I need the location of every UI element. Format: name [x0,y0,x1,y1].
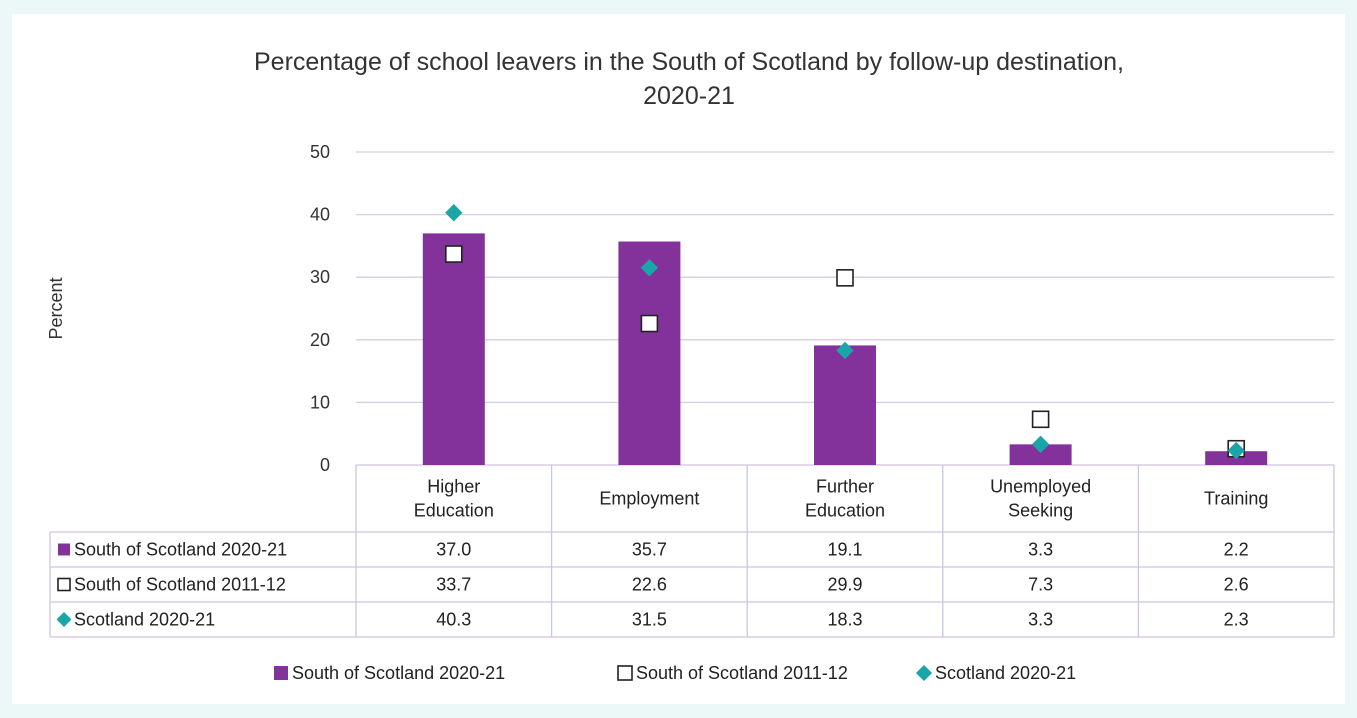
bar [422,233,485,465]
data-label: 2.3 [1224,610,1249,630]
legend-label: South of Scotland 2020-21 [292,663,505,683]
data-point [640,314,659,333]
data-point [836,269,854,287]
data-point [1031,435,1050,454]
data-label: 3.3 [1028,540,1053,560]
data-label: 18.3 [827,610,862,630]
data-label: 22.6 [632,575,667,595]
x-tick-label: Seeking [1008,501,1073,521]
chart-title-line: 2020-21 [643,82,735,110]
legend-label: South of Scotland 2011-12 [636,663,848,683]
legend-key [915,664,933,682]
bar [814,345,876,465]
data-label: 35.7 [632,540,667,560]
x-tick-label: Employment [599,489,699,509]
chart-title: Percentage of school leavers in the Sout… [254,48,1124,110]
table-row-header: South of Scotland 2020-21 [74,540,287,560]
y-tick-label: 40 [310,205,330,225]
data-point [836,341,854,360]
y-tick-label: 0 [320,455,330,475]
data-label: 19.1 [827,540,862,560]
y-tick-label: 50 [310,142,330,162]
x-tick-label: Education [805,501,885,521]
data-label: 7.3 [1028,575,1053,595]
bar [618,241,681,465]
x-tick-label: Education [414,501,494,521]
table-legend-key [58,543,70,556]
chart-title-line: Percentage of school leavers in the Sout… [254,48,1124,76]
y-tick-label: 30 [310,267,330,287]
data-point [445,204,463,222]
x-tick-label: Higher [427,477,480,497]
data-label: 29.9 [827,575,862,595]
table-row-header: Scotland 2020-21 [74,610,215,630]
data-table: Higher Education Employment Further Educatio… [49,464,1335,638]
bar-series [422,233,1268,465]
y-axis-title: Percent [46,277,66,339]
table-legend-key [57,577,71,592]
data-point [1031,410,1050,429]
chart: Percentage of school leavers in the Sout… [46,48,1335,683]
y-tick-label: 10 [310,392,330,412]
y-axis-label: Percent [46,277,66,339]
legend: South of Scotland 2020-21 South of Scotla… [274,663,1076,683]
x-tick-label: Training [1204,489,1268,509]
data-label: 2.2 [1224,540,1249,560]
y-tick-label: 20 [310,330,330,350]
legend-label: Scotland 2020-21 [935,663,1076,683]
x-tick-label: Further [816,477,874,497]
marker-series [444,204,1245,460]
data-point [640,259,659,277]
table-legend-key [56,612,72,627]
data-label: 33.7 [436,575,471,595]
legend-key [617,665,633,681]
data-label: 37.0 [436,540,471,560]
legend-key [274,666,288,680]
chart-frame: Percentage of school leavers in the Sout… [12,14,1345,704]
data-point [1227,441,1245,460]
x-tick-label: Unemployed [990,477,1091,497]
bar [1009,444,1072,465]
data-point [444,245,463,263]
table-row-header: South of Scotland 2011-12 [74,575,286,595]
data-label: 40.3 [436,610,471,630]
data-label: 3.3 [1028,610,1053,630]
y-axis-ticks: 0 10 20 30 40 50 [310,142,330,475]
data-label: 2.6 [1224,575,1249,595]
data-label: 31.5 [632,610,667,630]
